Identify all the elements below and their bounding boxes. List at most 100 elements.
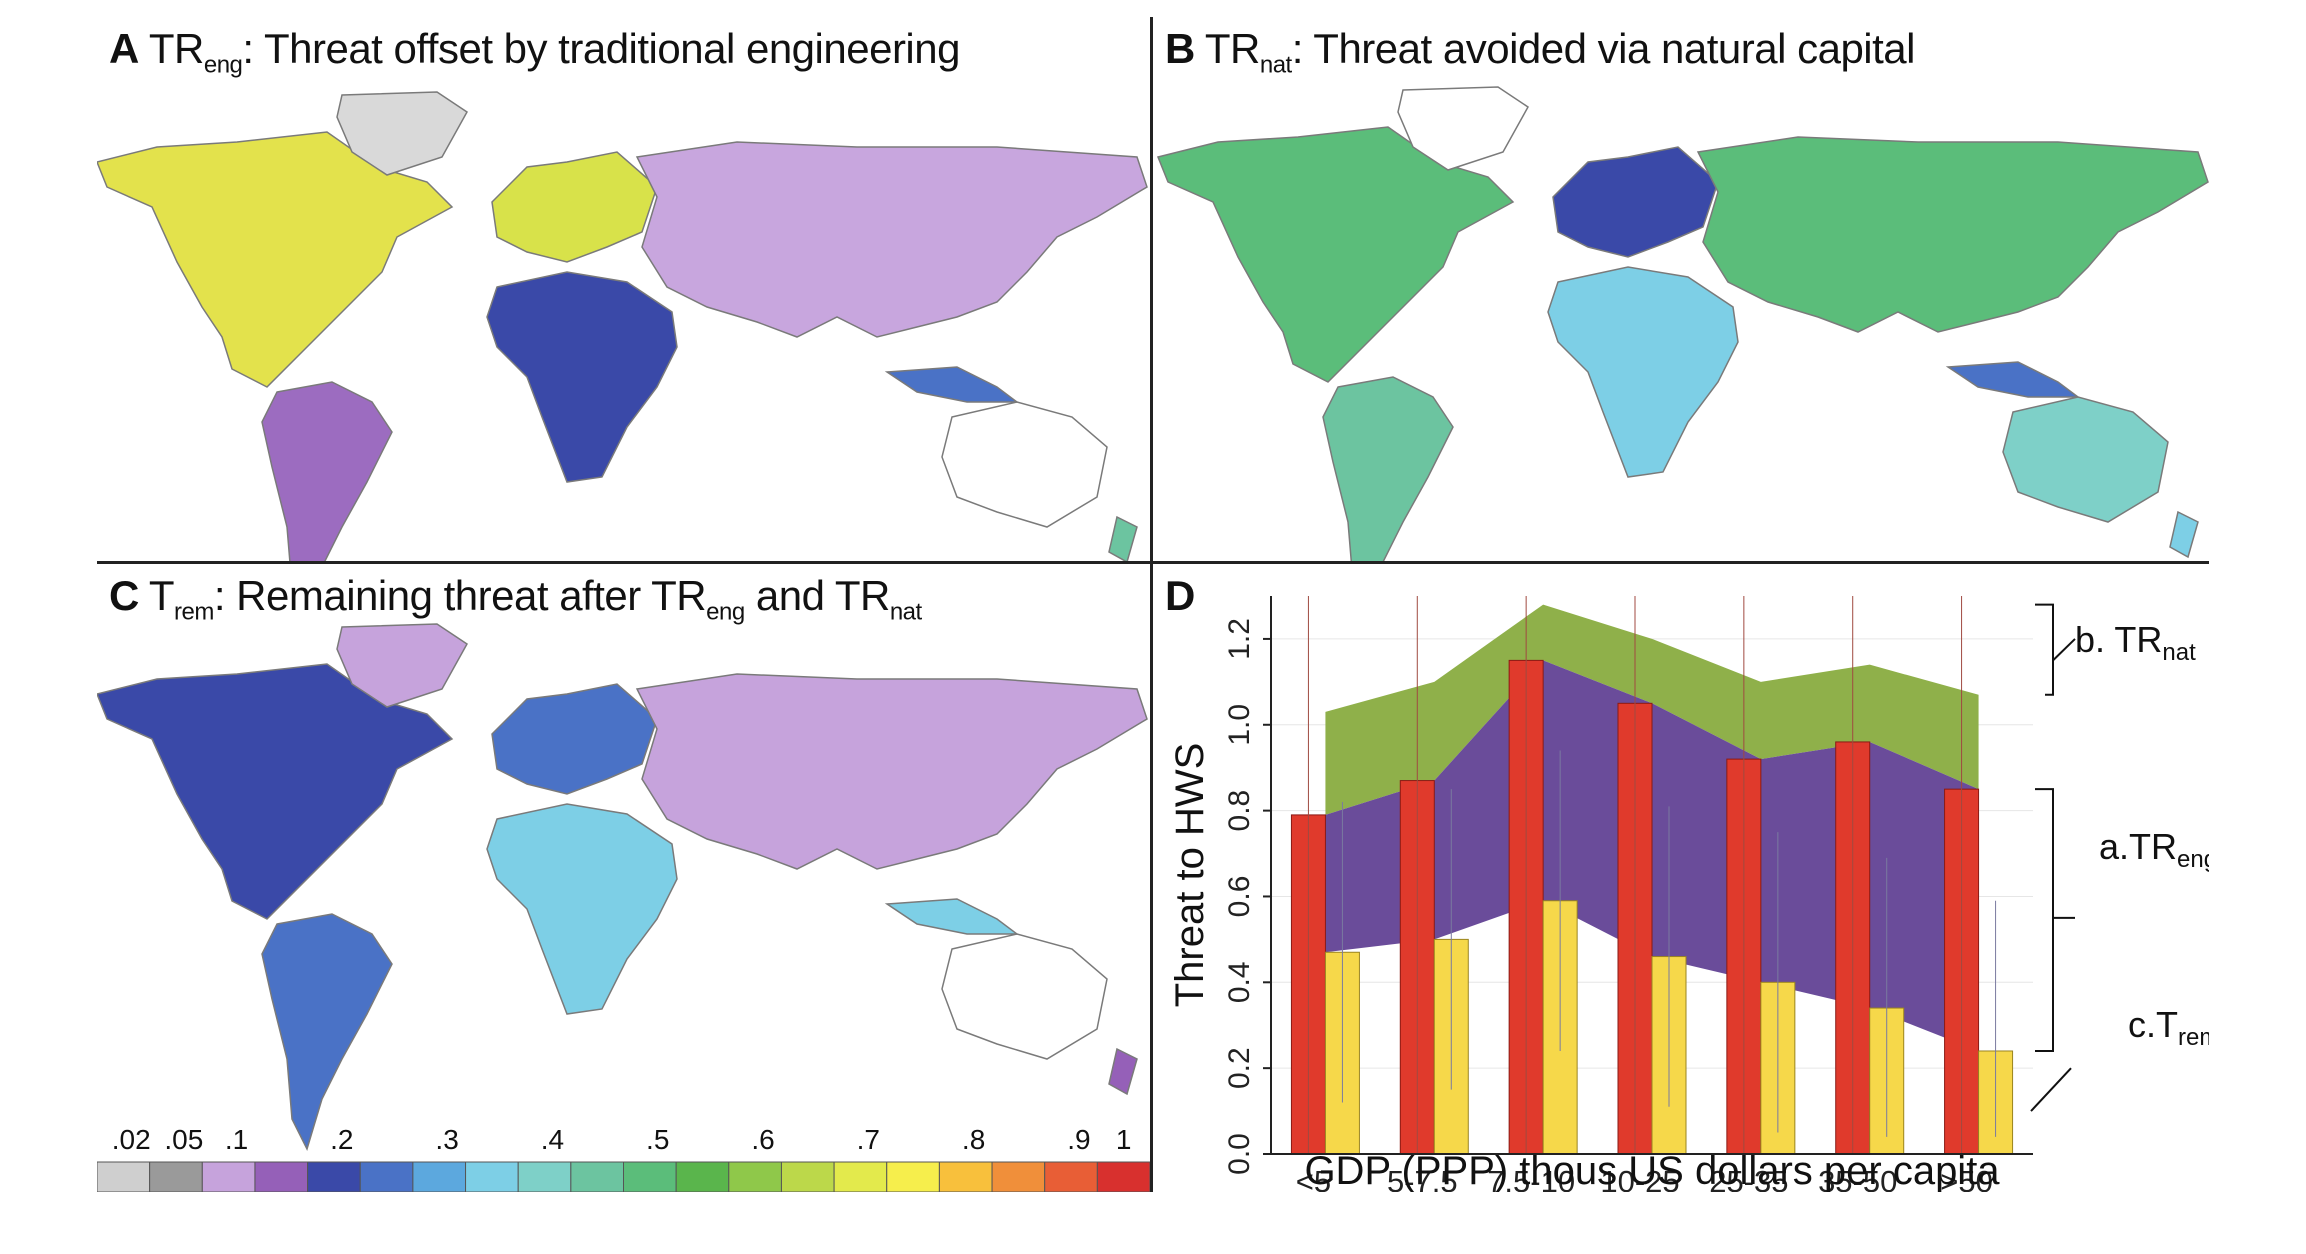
x-tick-label: >50 (1940, 1164, 1993, 1192)
continent-asia (635, 141, 1148, 338)
panel-b: B TRnat: Threat avoided via natural capit… (1153, 17, 2209, 564)
legend-tr-nat: b. TRnat (2075, 619, 2196, 667)
panel-letter: C (109, 572, 139, 619)
y-tick-label: 0.8 (1223, 790, 1256, 832)
colorbar-swatch (780, 1161, 835, 1192)
continent-africa (486, 803, 678, 1015)
panel-d: 0.0 0.2 0.4 0.6 0.8 1.0 1.2 <5 5-7.5 7.5-10 10-25 2… (1153, 564, 2209, 1192)
colorbar-swatch (517, 1161, 572, 1192)
y-tick-label: 1.2 (1223, 618, 1256, 660)
continent-south-america (261, 913, 393, 1152)
bracket-tick (2052, 638, 2076, 662)
continent-australia (941, 933, 1108, 1060)
colorbar (97, 1161, 1150, 1192)
continent-greenland (336, 91, 468, 176)
world-map-c (97, 623, 1150, 1192)
x-axis-label: GDP (PPP) thous US dollars per capita (1304, 1149, 2000, 1192)
legend-t-rem: c.Trem (2128, 1004, 2209, 1052)
band-tr-nat (1325, 604, 1979, 815)
continent-new-zealand (1108, 515, 1138, 561)
continent-asia (635, 673, 1148, 870)
continent-europe (491, 151, 658, 263)
colorbar-swatch (1096, 1161, 1150, 1192)
continent-greenland (1397, 86, 1529, 171)
colorbar-swatch (97, 1161, 151, 1192)
continent-north-america (97, 663, 454, 920)
colorbar-swatch (623, 1161, 677, 1192)
continent-north-america (1156, 126, 1515, 383)
colorbar-swatch (886, 1161, 940, 1192)
y-axis-label: Threat to HWS (1168, 743, 1212, 1008)
legend-tr-eng: a.TReng (2099, 826, 2209, 874)
continent-africa (486, 271, 678, 483)
x-tick-label: 10-25 (1600, 1164, 1679, 1192)
x-tick-label: 5-7.5 (1387, 1164, 1458, 1192)
colorbar-swatch (1044, 1161, 1098, 1192)
y-tick-label: 0.4 (1223, 961, 1256, 1003)
continent-europe (491, 683, 658, 795)
legend-subscript: rem (2178, 1024, 2209, 1052)
colorbar-swatch (570, 1161, 625, 1192)
panel-c: C Trem: Remaining threat after TReng and … (97, 564, 1153, 1192)
legend-text: c.T (2128, 1004, 2178, 1045)
panel-b-title: B TRnat: Threat avoided via natural capit… (1165, 25, 1916, 79)
colorbar-swatch (938, 1161, 993, 1192)
colorbar-swatch (359, 1161, 414, 1192)
panel-letter: B (1165, 25, 1195, 72)
legend-text: a.TR (2099, 826, 2178, 867)
title-text: : Threat avoided via natural capital (1291, 25, 1916, 72)
y-tick-label: 0.2 (1223, 1047, 1256, 1089)
title-subscript: nat (1259, 51, 1292, 79)
colorbar-swatch (307, 1161, 361, 1192)
continent-indonesia (884, 898, 1020, 935)
bracket-tr-eng (2035, 788, 2054, 1052)
legend-text: b. TR (2075, 619, 2163, 660)
title-text: TR (148, 25, 205, 72)
panel-d-title: D (1165, 572, 1205, 620)
title-subscript: eng (706, 598, 745, 626)
legend-subscript: nat (2162, 639, 2196, 667)
continent-new-zealand (1108, 1047, 1138, 1096)
continent-south-america (1322, 376, 1454, 561)
bracket-tr-nat (2035, 603, 2054, 696)
x-tick-label: 7.5-10 (1487, 1164, 1575, 1192)
colorbar-swatch (833, 1161, 888, 1192)
panel-a: A TReng: Threat offset by traditional eng… (97, 17, 1153, 564)
y-tick-label: 0.0 (1223, 1133, 1256, 1175)
colorbar-swatch (149, 1161, 203, 1192)
continents-group (97, 623, 1148, 1152)
continent-indonesia (1945, 361, 2081, 398)
continent-asia (1696, 136, 2209, 333)
colorbar-swatch (991, 1161, 1046, 1192)
bracket-tick (2030, 1067, 2072, 1112)
colorbar-swatch (675, 1161, 730, 1192)
y-tick-label: 0.6 (1223, 876, 1256, 918)
title-subscript: eng (203, 51, 243, 79)
colorbar-swatch (254, 1161, 309, 1192)
world-map-a (97, 91, 1148, 561)
title-subscript: nat (889, 598, 922, 626)
title-text: TR (1204, 25, 1261, 72)
x-tick-label: <5 (1296, 1164, 1331, 1192)
legend-brackets (2030, 603, 2076, 1112)
continents-group (97, 91, 1148, 561)
panel-letter: A (109, 25, 139, 72)
continent-new-zealand (2169, 510, 2199, 559)
panel-c-title: C Trem: Remaining threat after TReng and … (109, 572, 922, 626)
legend-subscript: eng (2177, 846, 2209, 874)
title-text: and TR (744, 572, 890, 619)
title-text: : Threat offset by traditional engineeri… (242, 25, 960, 72)
continent-greenland (336, 623, 468, 708)
colorbar-swatch (201, 1161, 256, 1192)
continent-europe (1552, 146, 1719, 258)
continent-indonesia (884, 366, 1020, 403)
colorbar-swatch (465, 1161, 519, 1192)
colorbar-swatch (412, 1161, 467, 1192)
panel-a-title: A TReng: Threat offset by traditional eng… (109, 25, 960, 79)
continent-south-america (261, 381, 393, 561)
y-tick-label: 1.0 (1223, 704, 1256, 746)
colorbar-swatch (728, 1161, 782, 1192)
continent-australia (941, 401, 1108, 528)
world-map-b (1156, 86, 2209, 561)
title-text: T (148, 572, 175, 619)
